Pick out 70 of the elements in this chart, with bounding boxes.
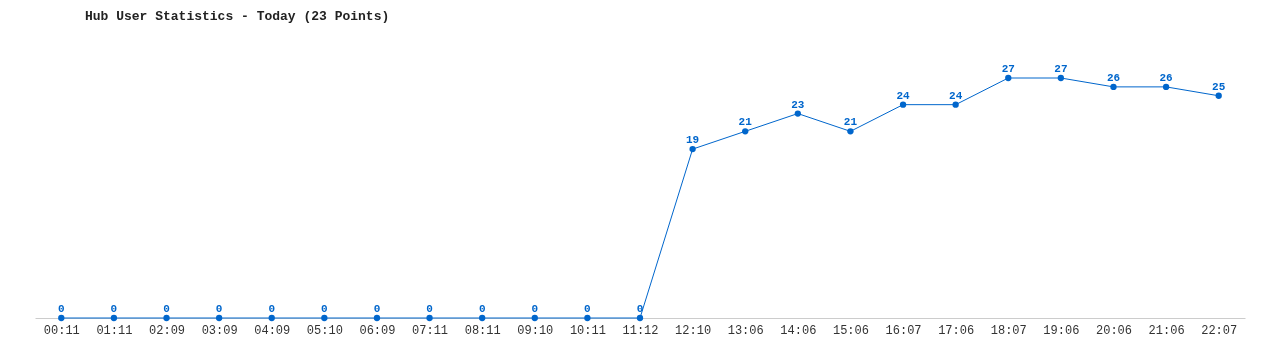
point <box>373 314 381 322</box>
point <box>1057 74 1065 82</box>
x-tick-label: 02:09 <box>149 323 186 338</box>
data-label: 23 <box>791 98 805 111</box>
x-tick-label: 06:09 <box>359 323 396 338</box>
point <box>899 101 907 108</box>
data-label: 0 <box>373 303 381 315</box>
x-tick-label: 03:09 <box>201 323 238 338</box>
x-tick-label: 13:06 <box>727 323 764 338</box>
point <box>321 314 328 322</box>
point <box>215 314 223 322</box>
point <box>1215 92 1222 99</box>
point <box>1110 83 1117 91</box>
x-tick-label: 18:07 <box>990 323 1027 338</box>
point <box>584 314 591 322</box>
data-label: 19 <box>686 134 700 147</box>
x-tick-label: 00:11 <box>43 323 80 338</box>
point <box>689 145 696 153</box>
x-tick-label: 10:11 <box>569 323 606 338</box>
data-label: 0 <box>584 303 591 315</box>
point <box>847 128 854 135</box>
point <box>268 314 275 322</box>
point <box>426 314 433 322</box>
data-label: 24 <box>896 89 911 102</box>
data-label: 24 <box>949 89 963 102</box>
point <box>479 314 486 322</box>
data-label: 0 <box>110 303 118 315</box>
point <box>110 314 118 322</box>
x-tick-label: 20:06 <box>1095 323 1132 338</box>
x-tick-label: 12:10 <box>675 323 712 338</box>
x-tick-label: 09:10 <box>517 323 554 338</box>
point <box>531 314 538 322</box>
data-label: 0 <box>636 303 644 315</box>
data-label: 25 <box>1212 80 1226 93</box>
x-tick-label: 14:06 <box>780 323 817 338</box>
x-tick-label: 19:06 <box>1043 323 1080 338</box>
data-label: 0 <box>215 303 223 315</box>
point <box>794 110 801 117</box>
data-label: 0 <box>268 303 276 315</box>
x-tick-label: 04:09 <box>254 323 291 338</box>
x-tick-label: 21:06 <box>1148 323 1185 338</box>
point <box>636 314 644 322</box>
point <box>1162 83 1170 91</box>
point <box>952 101 959 108</box>
chart-title: Hub User Statistics - Today (23 Points) <box>85 9 390 24</box>
data-label: 0 <box>58 303 65 315</box>
data-label: 21 <box>738 116 753 129</box>
x-tick-label: 16:07 <box>885 323 922 338</box>
point <box>1005 74 1012 82</box>
x-tick-label: 05:10 <box>306 323 343 338</box>
x-tick-label: 07:11 <box>412 323 449 338</box>
point <box>163 314 170 322</box>
x-tick-label: 08:11 <box>464 323 501 338</box>
x-tick-label: 22:07 <box>1201 323 1238 338</box>
data-label: 26 <box>1159 71 1173 84</box>
x-tick-label: 17:06 <box>938 323 975 338</box>
point <box>58 314 65 322</box>
data-label: 0 <box>531 303 539 315</box>
data-label: 26 <box>1106 71 1121 84</box>
data-label: 0 <box>478 303 486 315</box>
data-label: 27 <box>1001 63 1015 75</box>
x-tick-label: 11:12 <box>622 323 659 338</box>
data-label: 27 <box>1054 63 1068 75</box>
data-label: 0 <box>163 303 170 315</box>
x-tick-label: 15:06 <box>832 323 869 338</box>
x-tick-label: 01:11 <box>96 323 133 338</box>
data-label: 0 <box>426 303 433 315</box>
data-label: 21 <box>843 116 858 129</box>
point <box>742 128 749 135</box>
data-label: 0 <box>321 303 328 315</box>
